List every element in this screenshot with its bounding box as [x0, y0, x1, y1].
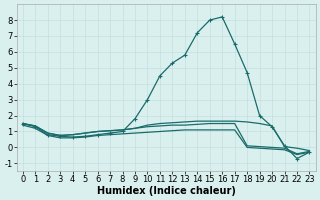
X-axis label: Humidex (Indice chaleur): Humidex (Indice chaleur): [97, 186, 236, 196]
